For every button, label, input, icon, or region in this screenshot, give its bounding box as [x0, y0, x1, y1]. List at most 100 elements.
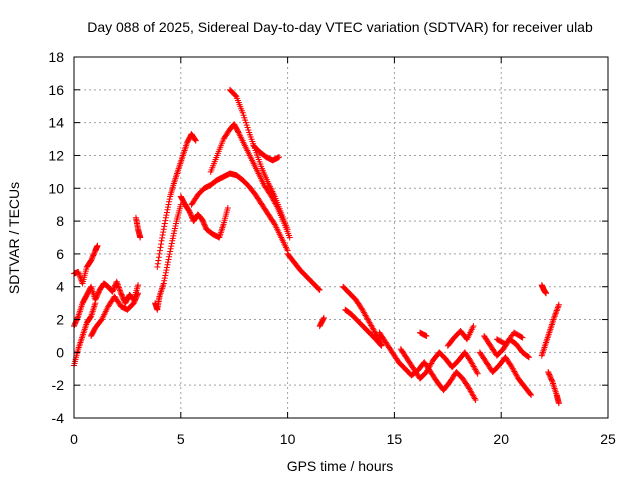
data-point: [167, 248, 174, 255]
data-point: [135, 290, 142, 297]
data-point: [554, 304, 561, 311]
data-point: [315, 286, 322, 293]
data-point: [163, 212, 170, 219]
data-point: [518, 333, 525, 340]
data-point: [115, 284, 122, 291]
data-point: [320, 315, 327, 322]
data-point: [94, 242, 101, 249]
data-point: [161, 223, 168, 230]
data-point: [165, 201, 172, 208]
y-tick-label: -4: [52, 410, 65, 426]
data-point: [470, 323, 477, 330]
data-point: [159, 232, 166, 239]
data-point: [474, 370, 481, 377]
data-point: [154, 264, 161, 271]
data-points: [71, 86, 562, 407]
data-point: [166, 196, 173, 203]
data-point: [527, 391, 534, 398]
data-point: [377, 341, 384, 348]
data-point: [76, 273, 83, 280]
y-tick-label: 14: [48, 115, 64, 131]
data-point: [160, 229, 167, 236]
x-axis-label: GPS time / hours: [287, 458, 394, 474]
data-point: [552, 311, 559, 318]
data-point: [168, 243, 175, 250]
chart-title: Day 088 of 2025, Sidereal Day-to-day VTE…: [87, 19, 593, 35]
data-point: [378, 342, 385, 349]
data-point: [192, 136, 199, 143]
axis-ticks: 0 5 10 15 20 25 -4 -2 0 2 4 6 8 10 12 14 16 18: [48, 49, 616, 447]
data-point: [525, 353, 532, 360]
data-point: [543, 290, 550, 297]
data-point: [378, 342, 385, 349]
data-point: [525, 354, 532, 361]
data-point: [548, 377, 555, 384]
data-point: [473, 369, 480, 376]
data-point: [192, 137, 199, 144]
y-tick-label: 0: [56, 344, 64, 360]
data-point: [471, 395, 478, 402]
data-point: [555, 400, 562, 407]
data-point: [163, 267, 170, 274]
data-point: [115, 283, 122, 290]
data-point: [224, 204, 231, 211]
data-point: [162, 272, 169, 279]
data-point: [156, 250, 163, 257]
data-point: [528, 392, 535, 399]
data-point: [555, 303, 562, 310]
y-tick-label: 6: [56, 246, 64, 262]
data-point: [551, 313, 558, 320]
y-tick-label: 8: [56, 213, 64, 229]
data-point: [156, 247, 163, 254]
data-point: [158, 241, 165, 248]
data-point: [76, 271, 83, 278]
data-point: [165, 256, 172, 263]
data-point: [164, 206, 171, 213]
data-point: [167, 245, 174, 252]
data-point: [117, 288, 124, 295]
y-tick-label: 10: [48, 180, 64, 196]
data-point: [164, 261, 171, 268]
data-point: [166, 253, 173, 260]
y-tick-label: 4: [56, 279, 64, 295]
data-point: [155, 254, 162, 261]
data-point: [134, 291, 141, 298]
data-point: [166, 251, 173, 258]
y-tick-label: 16: [48, 82, 64, 98]
plot-frame: [73, 56, 609, 419]
data-point: [161, 220, 168, 227]
x-tick-label: 25: [600, 431, 616, 447]
y-axis-label: SDTVAR / TECUs: [6, 182, 22, 294]
y-tick-label: 18: [48, 49, 64, 65]
data-point: [154, 260, 161, 267]
data-point: [160, 226, 167, 233]
data-point: [155, 257, 162, 264]
data-point: [162, 269, 169, 276]
data-point: [166, 198, 173, 205]
data-point: [164, 204, 171, 211]
data-point: [164, 259, 171, 266]
data-point: [552, 310, 559, 317]
data-point: [423, 332, 430, 339]
data-point: [159, 234, 166, 241]
data-point: [163, 209, 170, 216]
data-point: [113, 278, 120, 285]
x-tick-label: 20: [493, 431, 509, 447]
data-point: [555, 301, 562, 308]
data-point: [75, 268, 82, 275]
data-point: [554, 306, 561, 313]
data-point: [162, 217, 169, 224]
data-point: [92, 300, 99, 307]
data-point: [137, 234, 144, 241]
x-tick-label: 10: [280, 431, 296, 447]
data-point: [135, 282, 142, 289]
y-tick-label: 12: [48, 147, 64, 163]
data-point: [284, 226, 291, 233]
x-tick-label: 0: [70, 431, 78, 447]
data-point: [116, 287, 123, 294]
x-tick-label: 15: [387, 431, 403, 447]
data-point: [161, 275, 168, 282]
data-point: [162, 214, 169, 221]
